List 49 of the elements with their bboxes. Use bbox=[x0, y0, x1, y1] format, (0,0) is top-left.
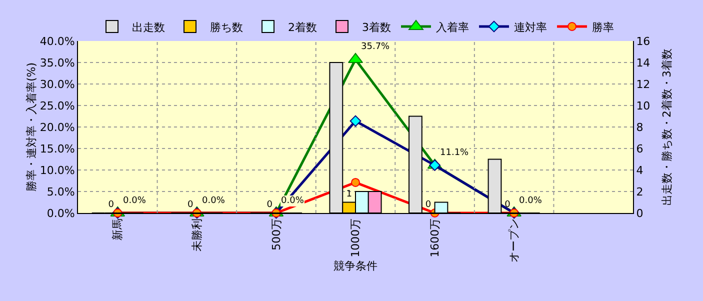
legend-label: 勝ち数 bbox=[210, 20, 243, 34]
y2-tick-label: 8 bbox=[636, 120, 644, 134]
x-tick-label: 1600万 bbox=[428, 218, 442, 258]
data-label: 11.1% bbox=[440, 148, 470, 158]
data-label: 0.0% bbox=[123, 196, 146, 206]
legend-label: 勝率 bbox=[592, 20, 614, 34]
data-label: 0 bbox=[504, 200, 511, 210]
y-tick-label: 5.0% bbox=[46, 185, 75, 198]
x-tick-label: オープン bbox=[508, 218, 521, 262]
y-tick-label: 30.0% bbox=[40, 78, 75, 91]
y2-axis-title: 出走数・勝ち数・2着数・3着数 bbox=[660, 48, 674, 206]
data-label: 0.0% bbox=[202, 196, 226, 206]
y-tick-label: 10.0% bbox=[40, 164, 75, 177]
x-tick-label: 1000万 bbox=[349, 218, 362, 258]
y-tick-label: 40.0% bbox=[40, 34, 75, 48]
y2-tick-label: 10 bbox=[636, 99, 650, 112]
legend-label: 2着数 bbox=[288, 20, 317, 34]
y-tick-label: 20.0% bbox=[40, 120, 75, 134]
y2-tick-label: 12 bbox=[636, 78, 650, 91]
point bbox=[350, 115, 362, 127]
data-label: 0 bbox=[187, 200, 194, 210]
point bbox=[351, 178, 360, 187]
y-tick-label: 35.0% bbox=[40, 56, 75, 70]
y-tick-label: 15.0% bbox=[40, 142, 75, 156]
y-tick-label: 25.0% bbox=[40, 99, 75, 112]
y2-tick-label: 6 bbox=[636, 142, 644, 156]
legend-label: 連対率 bbox=[514, 20, 547, 34]
x-tick-label: 500万 bbox=[270, 218, 283, 250]
x-axis-title: 競争条件 bbox=[334, 259, 378, 272]
y-tick-label: 0.0% bbox=[46, 206, 75, 220]
legend-label: 出走数 bbox=[132, 20, 165, 34]
data-label: 0 bbox=[108, 200, 114, 210]
y2-tick-label: 16 bbox=[636, 34, 650, 48]
point bbox=[348, 52, 363, 63]
y2-tick-label: 0 bbox=[636, 206, 644, 220]
y-axis-title: 勝率・連対率・入着率(%) bbox=[24, 62, 38, 192]
data-label: 0.0% bbox=[281, 196, 304, 206]
data-label: 0 bbox=[266, 200, 273, 210]
y2-tick-label: 4 bbox=[636, 164, 644, 177]
y2-tick-label: 14 bbox=[636, 56, 650, 70]
legend-label: 3着数 bbox=[362, 20, 391, 34]
data-label: 35.7% bbox=[361, 42, 390, 52]
legend-label: 入着率 bbox=[436, 20, 469, 34]
x-tick-label: 新馬 bbox=[111, 218, 124, 240]
data-label: 0.0% bbox=[519, 196, 542, 206]
y2-tick-label: 2 bbox=[636, 185, 644, 198]
data-label: 0 bbox=[425, 200, 432, 210]
data-label: 1 bbox=[346, 189, 352, 200]
x-tick-label: 未勝利 bbox=[190, 218, 204, 252]
